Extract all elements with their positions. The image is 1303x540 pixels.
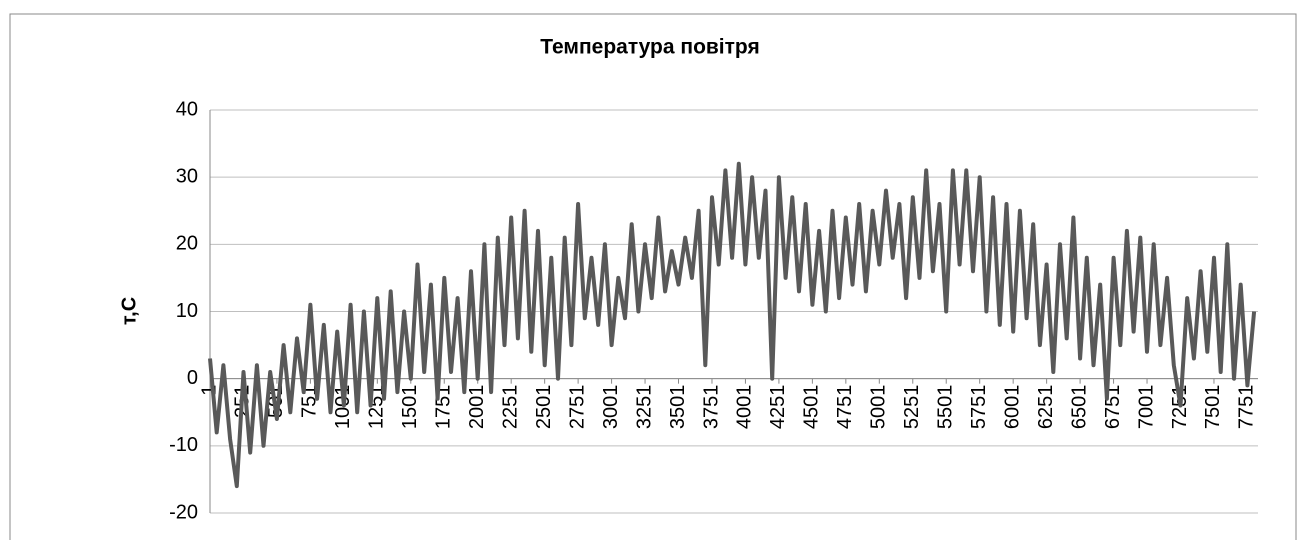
x-tick-label: 6251 — [1035, 385, 1057, 430]
x-tick-label: 4251 — [767, 385, 789, 430]
y-tick-label: -20 — [169, 501, 198, 523]
x-tick-label: 7501 — [1202, 385, 1224, 430]
y-tick-label: 40 — [176, 98, 198, 120]
y-tick-label: 30 — [176, 165, 198, 187]
x-tick-label: 3001 — [600, 385, 622, 430]
x-tick-label: 5251 — [901, 385, 923, 430]
x-tick-label: 5001 — [868, 385, 890, 430]
x-tick-label: 6001 — [1001, 385, 1023, 430]
x-tick-label: 2501 — [533, 385, 555, 430]
x-tick-label: 4751 — [834, 385, 856, 430]
x-tick-label: 3751 — [700, 385, 722, 430]
y-tick-label: -10 — [169, 434, 198, 456]
x-tick-label: 2251 — [499, 385, 521, 430]
x-tick-label: 4501 — [801, 385, 823, 430]
x-tick-label: 6501 — [1068, 385, 1090, 430]
x-tick-label: 2751 — [566, 385, 588, 430]
y-axis-title: т,С — [118, 297, 140, 325]
x-tick-label: 3251 — [633, 385, 655, 430]
x-tick-label: 7751 — [1236, 385, 1258, 430]
line-series — [208, 161, 1257, 489]
x-tick-label: 5751 — [968, 385, 990, 430]
x-tick-label: 3501 — [667, 385, 689, 430]
x-tick-label: 7001 — [1135, 385, 1157, 430]
chart-title: Температура повітря — [540, 36, 760, 59]
x-tick-label: 2001 — [466, 385, 488, 430]
y-tick-label: 0 — [187, 367, 198, 389]
x-tick-label: 1 — [198, 385, 220, 396]
x-tick-label: 1501 — [399, 385, 421, 430]
x-tick-label: 5501 — [935, 385, 957, 430]
y-tick-label: 20 — [176, 233, 198, 255]
y-tick-label: 10 — [176, 300, 198, 322]
x-tick-label: 4001 — [734, 385, 756, 430]
